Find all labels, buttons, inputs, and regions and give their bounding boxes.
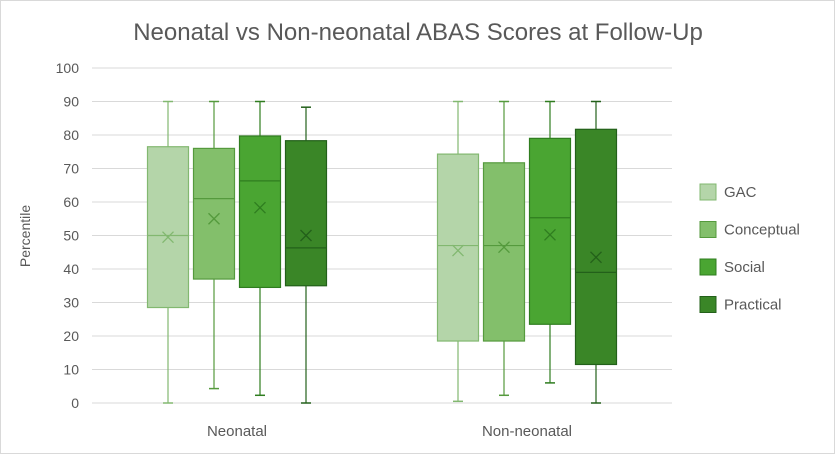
category-label-non-neonatal: Non-neonatal: [482, 423, 572, 440]
box-social-neonatal: [238, 100, 282, 397]
y-tick-labels: 0 10 20 30 40 50 60 70 80 90 100: [56, 60, 80, 411]
mean-marker-b: [300, 229, 312, 242]
category-labels: Neonatal Non-neonatal: [207, 423, 572, 440]
box-body: [436, 153, 480, 342]
box-gac-neonatal: [146, 100, 190, 404]
box-practical-non-neonatal: [574, 100, 618, 404]
mean-marker-b: [590, 251, 602, 264]
y-axis-label: Percentile: [17, 205, 33, 267]
legend-label-practical: Practical: [724, 297, 782, 314]
legend: GAC Conceptual Social Practical: [699, 183, 800, 314]
y-tick-90: 90: [63, 94, 79, 110]
y-tick-60: 60: [63, 194, 79, 210]
category-label-neonatal: Neonatal: [207, 423, 267, 440]
legend-swatch-practical: [699, 296, 717, 313]
box-gac-non-neonatal: [436, 100, 480, 403]
y-tick-80: 80: [63, 127, 79, 143]
legend-swatch-conceptual: [699, 221, 717, 238]
box-body: [482, 162, 526, 342]
mean-marker-b: [162, 231, 174, 244]
box-body: [528, 137, 572, 325]
mean-marker-b: [498, 241, 510, 254]
box-body: [284, 140, 328, 287]
box-conceptual-neonatal: [192, 100, 236, 390]
mean-marker-b: [452, 244, 464, 257]
y-tick-50: 50: [63, 228, 79, 244]
legend-label-social: Social: [724, 259, 765, 276]
y-tick-30: 30: [63, 295, 79, 311]
box-social-non-neonatal: [528, 100, 572, 384]
y-tick-10: 10: [63, 362, 79, 378]
legend-label-conceptual: Conceptual: [724, 222, 800, 239]
box-body: [146, 146, 190, 309]
chart-title: Neonatal vs Non-neonatal ABAS Scores at …: [133, 19, 703, 46]
box-body: [192, 147, 236, 280]
y-tick-0: 0: [71, 395, 79, 411]
legend-label-gac: GAC: [724, 184, 757, 201]
y-tick-40: 40: [63, 261, 79, 277]
legend-swatch-gac: [699, 183, 717, 201]
mean-marker-b: [208, 212, 220, 225]
y-tick-20: 20: [63, 328, 79, 344]
mean-marker-b: [254, 201, 266, 214]
y-tick-100: 100: [56, 60, 80, 76]
box-plots: [146, 100, 618, 404]
box-body: [238, 135, 282, 289]
box-practical-neonatal: [284, 106, 328, 404]
y-tick-70: 70: [63, 161, 79, 177]
box-body: [574, 128, 618, 366]
box-conceptual-non-neonatal: [482, 100, 526, 397]
mean-marker-b: [544, 228, 556, 241]
legend-swatch-social: [699, 258, 717, 276]
